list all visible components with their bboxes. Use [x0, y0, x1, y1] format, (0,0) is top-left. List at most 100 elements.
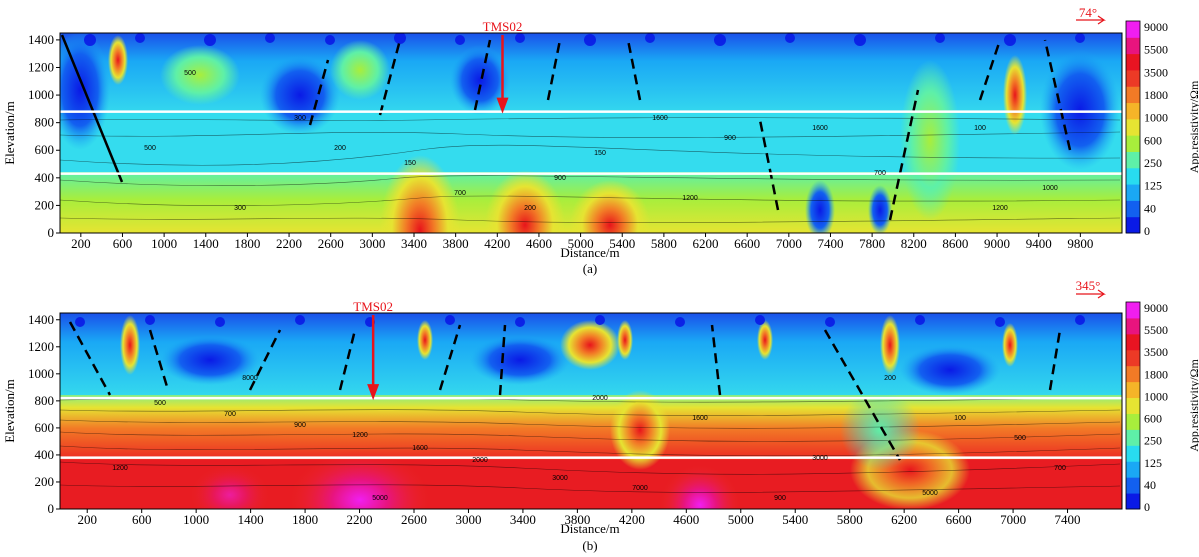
- panel-b-colorbar-tick: 125: [1144, 456, 1162, 470]
- panel-b-colorbar-swatch: [1126, 493, 1140, 510]
- panel-b-contour-label: 500: [1014, 435, 1026, 442]
- panel-b-y-tick-label: 400: [35, 447, 55, 462]
- panel-b-y-tick-label: 600: [35, 420, 55, 435]
- panel-a-x-tick-label: 200: [71, 236, 91, 251]
- panel-a-x-tick-label: 9000: [984, 236, 1010, 251]
- panel-b-colorbar-swatch: [1126, 365, 1140, 383]
- panel-a-colorbar-swatch: [1126, 86, 1140, 104]
- panel-a-y-tick-label: 1000: [28, 87, 54, 102]
- panel-a-contour-label: 900: [554, 175, 566, 182]
- panel-a-x-tick-label: 600: [113, 236, 133, 251]
- panel-b-colorbar: 9000 5500 3500 1800 1000 600 250 125 40 0 App.resi…: [1125, 301, 1199, 514]
- panel-b-y-tick-label: 1000: [28, 366, 54, 381]
- panel-a-y-tick-label: 0: [48, 225, 55, 240]
- panel-a-colorbar-swatch: [1126, 69, 1140, 87]
- panel-a-x-tick-label: 3000: [359, 236, 385, 251]
- panel-a-y-tick-label: 400: [35, 170, 55, 185]
- panel-b-station: TMS02: [353, 299, 393, 401]
- panel-a-x-tick-label: 1800: [234, 236, 260, 251]
- panel-b-x-tick-label: 2600: [401, 512, 427, 527]
- panel-a-colorbar-swatch: [1126, 184, 1140, 201]
- panel-b-faults: [68, 321, 1062, 461]
- panel-b-colorbar-label: App.resistivity/Ωm: [1187, 359, 1199, 452]
- panel-a-x-tick-label: 9800: [1067, 236, 1093, 251]
- panel-b-azimuth-label: 345°: [1076, 278, 1101, 293]
- panel-b-x-tick-label: 1800: [292, 512, 318, 527]
- panel-a-colorbar-tick: 1800: [1144, 88, 1168, 102]
- panel-b-colorbar-swatch: [1126, 477, 1140, 494]
- panel-b-x-tick-label: 2200: [347, 512, 373, 527]
- panel-a-x-tick-label: 6200: [693, 236, 719, 251]
- panel-a-station: TMS02: [483, 19, 523, 114]
- panel-b-contour-label: 1600: [412, 445, 428, 452]
- panel-a-colorbar-frame: [1125, 20, 1141, 234]
- panel-a-station-label: TMS02: [483, 19, 523, 34]
- panel-b-field: [60, 313, 1122, 509]
- panel-b-x-tick-label: 5000: [728, 512, 754, 527]
- panel-b-contour-label: 1200: [112, 465, 128, 472]
- panel-b-colorbar-frame: [1125, 301, 1141, 510]
- panel-b-x-ticks: 200 600 1000 1400 1800 2200 2600 3000 3400 3800 42…: [77, 509, 1081, 527]
- panel-a-colorbar-tick: 600: [1144, 133, 1162, 147]
- panel-b-colorbar-tick: 1000: [1144, 389, 1168, 403]
- panel-b-contour-label: 8000: [242, 375, 258, 382]
- panel-a-contour-label: 1600: [812, 125, 828, 132]
- panel-b-contour-label: 7000: [632, 485, 648, 492]
- panel-b-x-tick-label: 1000: [183, 512, 209, 527]
- panel-a-colorbar-tick: 250: [1144, 156, 1162, 170]
- panel-b-x-tick-label: 200: [77, 512, 97, 527]
- panel-a: 500 300 200 150 700 900 1200 1600 100 1000 500 300 2…: [2, 5, 1199, 276]
- panel-a-y-tick-label: 1200: [28, 59, 54, 74]
- panel-a-field: [60, 33, 1122, 233]
- panel-b-x-tick-label: 6200: [891, 512, 917, 527]
- panel-a-surface: [84, 33, 1085, 46]
- panel-a-contour-labels: 500 300 200 150 700 900 1200 1600 100 1000 500 300 2…: [144, 70, 1058, 212]
- panel-a-colorbar-tick: 3500: [1144, 65, 1168, 79]
- panel-b-x-tick-label: 1400: [238, 512, 264, 527]
- panel-b-y-tick-label: 0: [48, 501, 55, 516]
- panel-a-frame: [59, 32, 1123, 234]
- panel-b-colorbar-swatch: [1126, 445, 1140, 462]
- panel-a-x-tick-label: 7800: [859, 236, 885, 251]
- panel-a-xlabel: Distance/m: [560, 245, 619, 260]
- panel-a-azimuth-label: 74°: [1079, 5, 1097, 20]
- panel-a-band-lower: [60, 172, 1122, 175]
- panel-b-contour-label: 200: [884, 375, 896, 382]
- panel-a-colorbar-swatch: [1126, 135, 1140, 152]
- panel-b-band-lower: [60, 456, 1122, 459]
- panel-a-x-tick-label: 2600: [318, 236, 344, 251]
- panel-b-contour-label: 3000: [812, 455, 828, 462]
- panel-a-colorbar-swatch: [1126, 216, 1140, 234]
- panel-a-colorbar-label: App.resistivity/Ωm: [1187, 80, 1199, 173]
- panel-a-colorbar-tick: 9000: [1144, 20, 1168, 34]
- panel-a-contour-label: 1000: [1042, 185, 1058, 192]
- panel-b-x-tick-label: 3800: [564, 512, 590, 527]
- panel-b-contour-labels: 500 700 900 1200 1600 2000 3000 5000 7000 8000 200…: [112, 375, 1066, 502]
- panel-b-y-tick-label: 1200: [28, 339, 54, 354]
- panel-b-contour-label: 1200: [352, 432, 368, 439]
- panel-b-azimuth: 345°: [1076, 278, 1106, 299]
- panel-b-x-tick-label: 6600: [946, 512, 972, 527]
- panel-b-x-tick-label: 4600: [673, 512, 699, 527]
- panel-b-colorbar-tick: 250: [1144, 434, 1162, 448]
- panel-b-colorbar-tick: 5500: [1144, 323, 1168, 337]
- panel-a-contour-label: 150: [404, 160, 416, 167]
- panel-a-colorbar-swatch: [1126, 102, 1140, 120]
- panel-a-x-ticks: 200 600 1000 1400 1800 2200 2600 3000 3400 3800 42…: [71, 233, 1093, 251]
- panel-a-y-tick-label: 1400: [28, 32, 54, 47]
- panel-a-colorbar-swatch: [1126, 167, 1140, 185]
- panel-b-colorbar-tick: 0: [1144, 500, 1150, 514]
- panel-b-x-tick-label: 600: [132, 512, 152, 527]
- panel-b-colorbar-tick: 9000: [1144, 301, 1168, 315]
- panel-b-contour-label: 700: [1054, 465, 1066, 472]
- panel-b-x-tick-label: 4200: [619, 512, 645, 527]
- panel-a-contour-label: 100: [974, 125, 986, 132]
- panel-b-colorbar-tick: 3500: [1144, 345, 1168, 359]
- panel-a-colorbar-swatch: [1126, 21, 1140, 38]
- panel-b-colorbar-swatch: [1126, 333, 1140, 351]
- panel-b-station-arrowhead: [367, 384, 380, 401]
- panel-a-colorbar-tick: 0: [1144, 224, 1150, 238]
- panel-a-colorbar-tick: 125: [1144, 179, 1162, 193]
- panel-a-azimuth-arrow: [1076, 15, 1106, 25]
- panel-b-y-tick-label: 800: [35, 393, 55, 408]
